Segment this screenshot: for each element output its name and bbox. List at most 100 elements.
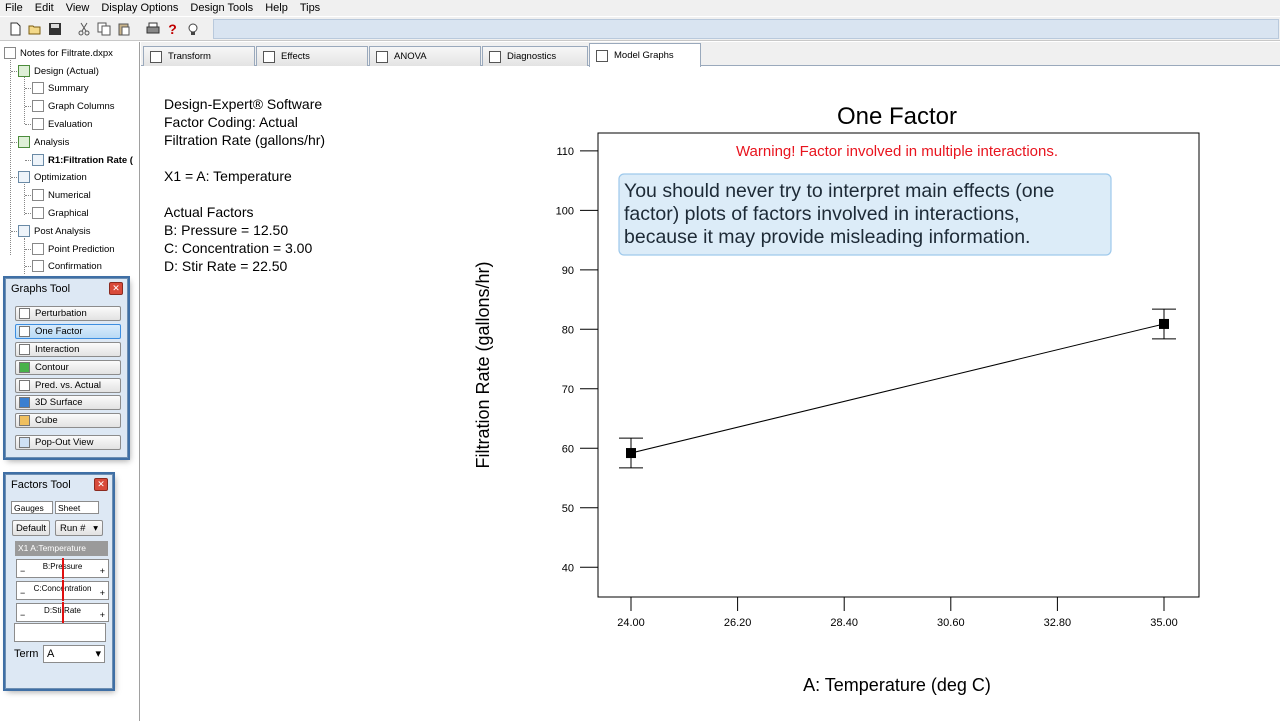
actual-factors-header: Actual Factors [164, 204, 254, 220]
tab-transform[interactable]: Transform [143, 46, 255, 66]
slider-marker[interactable] [62, 580, 64, 601]
pred-vs-actual-button[interactable]: Pred. vs. Actual [15, 378, 121, 393]
copy-icon[interactable] [95, 20, 112, 37]
summary-icon [32, 82, 44, 94]
tab-transform-label: Transform [168, 51, 211, 62]
cut-icon[interactable] [75, 20, 92, 37]
menu-file[interactable]: File [5, 2, 23, 14]
warning-text: Warning! Factor involved in multiple int… [736, 143, 1058, 160]
y-tick-label: 100 [556, 205, 574, 217]
tree-point-prediction[interactable]: Point Prediction [32, 241, 115, 257]
tab-effects[interactable]: Effects [256, 46, 368, 66]
open-folder-icon[interactable] [26, 20, 43, 37]
x-tick-label: 30.60 [937, 617, 965, 629]
confirmation-icon [32, 260, 44, 272]
help-icon[interactable]: ? [168, 20, 177, 37]
tree-r1-filtration-rate[interactable]: R1:Filtration Rate ( [32, 152, 133, 168]
tree-root-label: Notes for Filtrate.dxpx [20, 47, 113, 59]
contour-icon [19, 362, 30, 373]
toolbar-strip [213, 19, 1279, 39]
chevron-down-icon: ▾ [93, 522, 98, 534]
minus-icon[interactable]: − [20, 588, 26, 598]
tab-diagnostics-label: Diagnostics [507, 51, 557, 62]
tree-design[interactable]: Design (Actual) [18, 63, 99, 79]
contour-button[interactable]: Contour [15, 360, 121, 375]
menu-edit[interactable]: Edit [34, 2, 54, 14]
menu-display-options[interactable]: Display Options [101, 2, 179, 14]
factors-tool-close-icon[interactable]: ✕ [94, 478, 108, 491]
menu-view[interactable]: View [65, 2, 90, 14]
x-tick-label: 35.00 [1150, 617, 1178, 629]
model-graphs-icon [596, 49, 608, 62]
slider-marker[interactable] [62, 602, 64, 623]
tip-bulb-icon[interactable] [184, 20, 201, 37]
minus-icon[interactable]: − [20, 610, 26, 620]
callout-text-line: factor) plots of factors involved in int… [624, 203, 1020, 225]
tree-numerical[interactable]: Numerical [32, 187, 91, 203]
perturbation-icon [19, 308, 30, 319]
factor-coding-label: Factor Coding: Actual [164, 114, 298, 130]
post-analysis-icon [18, 225, 30, 237]
pressure-slider[interactable]: B:Pressure −+ [16, 558, 109, 579]
run-dropdown[interactable]: Run # ▾ [55, 520, 103, 536]
tree-confirmation[interactable]: Confirmation [32, 258, 102, 274]
tree-evaluation[interactable]: Evaluation [32, 116, 92, 132]
paste-icon[interactable] [115, 20, 132, 37]
default-button[interactable]: Default [12, 520, 50, 536]
3d-surface-label: 3D Surface [35, 397, 83, 408]
interaction-icon [19, 344, 30, 355]
tree-root[interactable]: Notes for Filtrate.dxpx [4, 45, 113, 61]
new-file-icon[interactable] [6, 20, 23, 37]
x1-factor-label[interactable]: X1 A:Temperature [15, 541, 108, 556]
tree-analysis[interactable]: Analysis [18, 134, 69, 150]
tab-model-graphs[interactable]: Model Graphs [589, 43, 701, 67]
cube-button[interactable]: Cube [15, 413, 121, 428]
tree-summary[interactable]: Summary [32, 80, 89, 96]
one-factor-button[interactable]: One Factor [15, 324, 121, 339]
term-select[interactable]: A ▾ [43, 645, 105, 663]
3d-surface-button[interactable]: 3D Surface [15, 395, 121, 410]
pop-out-icon [19, 437, 30, 448]
tab-gauges[interactable]: Gauges [11, 501, 53, 514]
tab-anova-label: ANOVA [394, 51, 427, 62]
interaction-button[interactable]: Interaction [15, 342, 121, 357]
tree-graph-columns[interactable]: Graph Columns [32, 98, 115, 114]
document-icon [4, 47, 16, 59]
numerical-icon [32, 189, 44, 201]
factor-value-box[interactable] [14, 623, 106, 642]
print-icon[interactable] [144, 20, 161, 37]
y-tick-label: 90 [562, 265, 574, 277]
tab-anova[interactable]: ANOVA [369, 46, 481, 66]
interaction-label: Interaction [35, 344, 80, 355]
response-label: Filtration Rate (gallons/hr) [164, 132, 326, 148]
tree-graphical-label: Graphical [48, 207, 89, 219]
slider-marker[interactable] [62, 558, 64, 579]
plus-icon[interactable]: + [99, 588, 105, 598]
3d-surface-icon [19, 397, 30, 408]
concentration-slider[interactable]: C:Concentration −+ [16, 580, 109, 601]
tab-sheet[interactable]: Sheet [55, 501, 99, 514]
tab-effects-label: Effects [281, 51, 310, 62]
save-icon[interactable] [46, 20, 63, 37]
optimization-icon [18, 171, 30, 183]
factors-tool-panel: Factors Tool ✕ Gauges Sheet Default Run … [5, 474, 113, 689]
menu-design-tools[interactable]: Design Tools [190, 2, 254, 14]
plus-icon[interactable]: + [99, 610, 105, 620]
tree-optimization[interactable]: Optimization [18, 169, 87, 185]
perturbation-button[interactable]: Perturbation [15, 306, 121, 321]
series-line [630, 323, 1165, 454]
term-select-value: A [47, 648, 55, 660]
tab-diagnostics[interactable]: Diagnostics [482, 46, 588, 66]
plus-icon[interactable]: + [99, 566, 105, 576]
menu-tips[interactable]: Tips [299, 2, 321, 14]
minus-icon[interactable]: − [20, 566, 26, 576]
pop-out-view-button[interactable]: Pop-Out View [15, 435, 121, 450]
x-tick-label: 24.00 [617, 617, 645, 629]
tree-post-analysis[interactable]: Post Analysis [18, 223, 91, 239]
contour-label: Contour [35, 362, 69, 373]
tab-strip: Transform Effects ANOVA Diagnostics Mode… [141, 42, 1280, 67]
graphs-tool-close-icon[interactable]: ✕ [109, 282, 123, 295]
tree-graphical[interactable]: Graphical [32, 205, 89, 221]
menu-help[interactable]: Help [265, 2, 288, 14]
